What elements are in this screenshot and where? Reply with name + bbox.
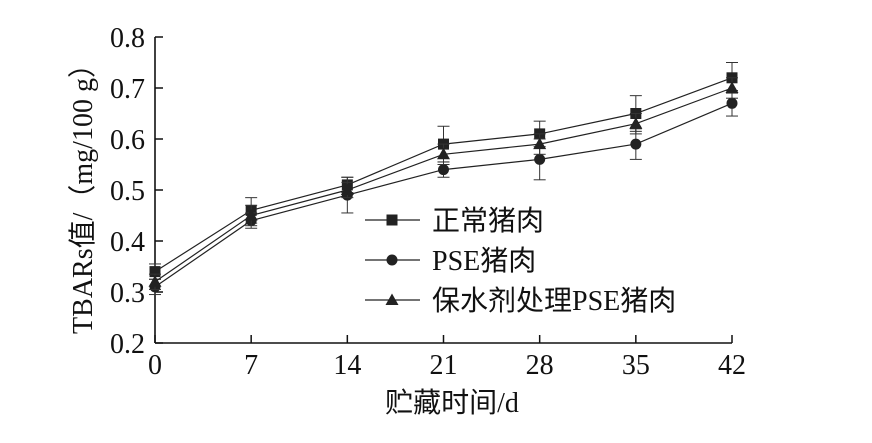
data-point [438, 164, 449, 176]
legend-marker [386, 254, 398, 266]
y-axis-label: TBARs值/（mg/100 g） [67, 50, 99, 334]
data-point [533, 137, 547, 150]
legend-label: 保水剂处理PSE猪肉 [432, 285, 676, 317]
axes: 0 7 14 21 28 35 42 0.2 0.3 0.4 0.5 0.6 0.7 0.8 [110, 23, 746, 381]
legend-marker [386, 214, 398, 226]
legend-item-0: 正常猪肉 [365, 205, 544, 237]
y-tick-label: 0.3 [110, 278, 145, 309]
data-point [726, 97, 738, 109]
x-tick-label: 42 [718, 350, 746, 381]
y-tick-label: 0.8 [110, 23, 145, 54]
series-2 [148, 77, 739, 290]
x-tick-label: 28 [526, 350, 554, 381]
legend-item-2: 保水剂处理PSE猪肉 [365, 285, 676, 317]
data-point [534, 153, 546, 165]
y-tick-label: 0.6 [110, 125, 145, 156]
x-axis-label: 贮藏时间/d [385, 387, 519, 419]
y-tick-label: 0.7 [110, 74, 145, 105]
data-point [149, 266, 161, 278]
data-point [148, 275, 162, 287]
legend-label: 正常猪肉 [432, 205, 544, 237]
data-point [630, 138, 642, 150]
data-point [340, 183, 354, 195]
data-point [244, 209, 258, 221]
y-tick-label: 0.4 [110, 227, 145, 258]
x-tick-label: 14 [333, 350, 361, 381]
x-tick-label: 35 [622, 350, 650, 381]
data-point [629, 117, 643, 129]
legend-label: PSE猪肉 [432, 245, 536, 277]
y-tick-label: 0.2 [110, 329, 145, 360]
x-tick-label: 7 [244, 350, 258, 381]
series-layer [148, 62, 739, 296]
legend-marker [385, 293, 399, 305]
data-point [437, 147, 450, 160]
x-tick-label: 21 [430, 350, 458, 381]
data-point [725, 81, 739, 93]
y-tick-label: 0.5 [110, 176, 145, 207]
x-tick-label: 0 [148, 350, 162, 381]
legend-item-1: PSE猪肉 [365, 245, 536, 277]
